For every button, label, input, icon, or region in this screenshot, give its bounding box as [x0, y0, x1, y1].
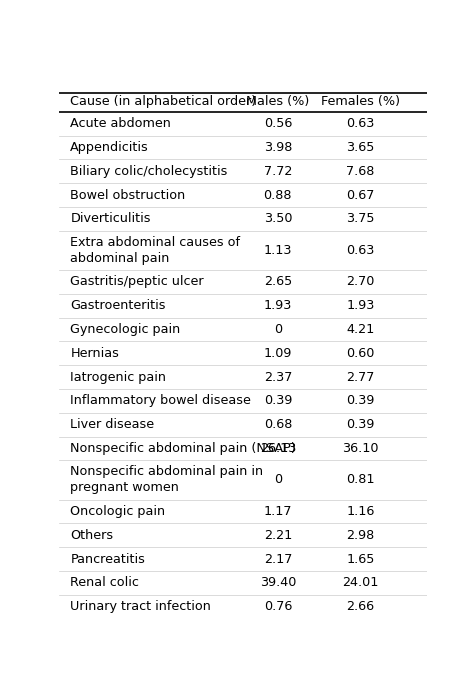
Text: 0.56: 0.56 [264, 117, 292, 131]
Text: 2.77: 2.77 [346, 371, 374, 384]
Text: Biliary colic/cholecystitis: Biliary colic/cholecystitis [70, 165, 228, 178]
Text: Acute abdomen: Acute abdomen [70, 117, 171, 131]
Text: Iatrogenic pain: Iatrogenic pain [70, 371, 166, 384]
Text: Nonspecific abdominal pain in
pregnant women: Nonspecific abdominal pain in pregnant w… [70, 466, 264, 494]
Text: 4.21: 4.21 [346, 323, 374, 336]
Text: 3.65: 3.65 [346, 141, 374, 154]
Text: 2.70: 2.70 [346, 275, 374, 288]
Text: Males (%): Males (%) [246, 96, 310, 108]
Text: 2.65: 2.65 [264, 275, 292, 288]
Text: 2.66: 2.66 [346, 600, 374, 613]
Text: Diverticulitis: Diverticulitis [70, 212, 151, 225]
Text: Extra abdominal causes of
abdominal pain: Extra abdominal causes of abdominal pain [70, 236, 240, 265]
Text: 0: 0 [274, 473, 282, 487]
Text: Nonspecific abdominal pain (NSAP): Nonspecific abdominal pain (NSAP) [70, 442, 296, 455]
Text: 0.88: 0.88 [264, 188, 292, 202]
Text: 0.68: 0.68 [264, 418, 292, 431]
Text: Gastritis/peptic ulcer: Gastritis/peptic ulcer [70, 275, 204, 288]
Text: 0.76: 0.76 [264, 600, 292, 613]
Text: 0.39: 0.39 [346, 394, 374, 408]
Text: 0.60: 0.60 [346, 347, 374, 359]
Text: Bowel obstruction: Bowel obstruction [70, 188, 185, 202]
Text: 2.21: 2.21 [264, 528, 292, 542]
Text: 0.67: 0.67 [346, 188, 374, 202]
Text: 1.65: 1.65 [346, 553, 374, 565]
Text: 1.17: 1.17 [264, 505, 292, 518]
Text: 3.75: 3.75 [346, 212, 375, 225]
Text: 0.39: 0.39 [346, 418, 374, 431]
Text: 0.63: 0.63 [346, 117, 374, 131]
Text: 1.93: 1.93 [264, 299, 292, 312]
Text: 0: 0 [274, 323, 282, 336]
Text: 7.72: 7.72 [264, 165, 292, 178]
Text: 2.98: 2.98 [346, 528, 374, 542]
Text: Appendicitis: Appendicitis [70, 141, 149, 154]
Text: Inflammatory bowel disease: Inflammatory bowel disease [70, 394, 251, 408]
Text: Hernias: Hernias [70, 347, 119, 359]
Text: 3.50: 3.50 [264, 212, 292, 225]
Text: Females (%): Females (%) [321, 96, 400, 108]
Text: 0.39: 0.39 [264, 394, 292, 408]
Text: 0.81: 0.81 [346, 473, 375, 487]
Text: 36.10: 36.10 [342, 442, 379, 455]
Text: 1.93: 1.93 [346, 299, 374, 312]
Text: Gynecologic pain: Gynecologic pain [70, 323, 181, 336]
Text: 1.16: 1.16 [346, 505, 374, 518]
Text: Liver disease: Liver disease [70, 418, 155, 431]
Text: 24.01: 24.01 [342, 577, 379, 589]
Text: 7.68: 7.68 [346, 165, 374, 178]
Text: Oncologic pain: Oncologic pain [70, 505, 165, 518]
Text: Cause (in alphabetical order): Cause (in alphabetical order) [70, 96, 256, 108]
Text: 26.13: 26.13 [260, 442, 296, 455]
Text: 0.63: 0.63 [346, 244, 374, 257]
Text: 1.09: 1.09 [264, 347, 292, 359]
Text: 3.98: 3.98 [264, 141, 292, 154]
Text: 2.17: 2.17 [264, 553, 292, 565]
Text: 2.37: 2.37 [264, 371, 292, 384]
Text: Urinary tract infection: Urinary tract infection [70, 600, 211, 613]
Text: 1.13: 1.13 [264, 244, 292, 257]
Text: 39.40: 39.40 [260, 577, 296, 589]
Text: Renal colic: Renal colic [70, 577, 139, 589]
Text: Gastroenteritis: Gastroenteritis [70, 299, 166, 312]
Text: Others: Others [70, 528, 113, 542]
Text: Pancreatitis: Pancreatitis [70, 553, 145, 565]
